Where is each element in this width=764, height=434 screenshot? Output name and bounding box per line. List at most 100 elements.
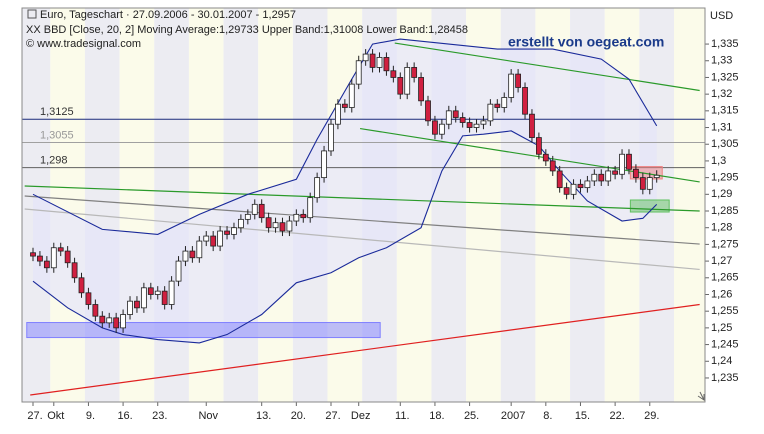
- y-tick-label: 1,31: [711, 121, 732, 133]
- y-tick-label: 1,275: [711, 238, 739, 250]
- trend-line: [30, 303, 700, 396]
- candle-body: [175, 260, 182, 282]
- candle-body: [293, 213, 300, 222]
- candle-body: [258, 203, 265, 219]
- week-stripe: [50, 8, 85, 402]
- trend-line: [24, 195, 700, 245]
- candle-body: [134, 300, 140, 309]
- source: © www.tradesignal.com: [26, 38, 141, 50]
- candle-body: [210, 235, 217, 247]
- candle-body: [328, 123, 334, 152]
- candle-body: [237, 218, 244, 229]
- subtitle: XX BBD [Close, 20, 2] Moving Average:1,2…: [26, 24, 468, 36]
- candle-body: [300, 213, 307, 219]
- candle-body: [182, 250, 189, 262]
- trend-line: [24, 208, 700, 271]
- y-tick-label: 1,24: [711, 355, 732, 367]
- y-tick-label: 1,33: [711, 55, 732, 67]
- candle-body: [411, 67, 418, 78]
- level-label: 1,3055: [40, 129, 74, 141]
- candle-body: [78, 277, 85, 294]
- candle-body: [466, 122, 473, 128]
- candle-body: [508, 73, 515, 98]
- candle-body: [535, 137, 542, 155]
- x-tick-label: Dez: [351, 410, 371, 422]
- candle-body: [154, 290, 161, 295]
- candle-body: [307, 197, 314, 219]
- candle-body: [71, 262, 78, 279]
- chart-title: Euro, Tageschart · 27.09.2006 - 30.01.20…: [40, 9, 296, 21]
- candle-body: [390, 70, 397, 78]
- candle-body: [43, 260, 50, 269]
- candle-body: [279, 222, 286, 232]
- x-tick-label: 9.: [86, 410, 95, 422]
- candle-body: [147, 287, 154, 295]
- candle-body: [480, 120, 487, 125]
- candle-body: [265, 217, 272, 229]
- candle-body: [272, 222, 279, 229]
- x-tick-label: 20.: [291, 410, 306, 422]
- y-tick-label: 1,28: [711, 222, 732, 234]
- icon: [27, 9, 37, 19]
- candle-body: [37, 255, 43, 262]
- candle-body: [341, 103, 348, 108]
- candle-body: [646, 177, 653, 190]
- candle-body: [563, 187, 570, 195]
- y-tick-label: 1,29: [711, 188, 732, 200]
- candle-body: [522, 87, 528, 115]
- candle-body: [376, 57, 383, 68]
- candle-body: [494, 103, 501, 108]
- candle-body: [321, 150, 327, 179]
- x-tick-label: 15.: [575, 410, 590, 422]
- band-fill: [33, 39, 657, 343]
- x-tick-label: 16.: [117, 410, 132, 422]
- x-tick-label: Nov: [198, 410, 218, 422]
- candle-body: [355, 60, 362, 85]
- candle-body: [459, 117, 466, 123]
- bollinger-band: [32, 130, 658, 344]
- level-label: 1,3125: [40, 106, 74, 118]
- candle-body: [633, 168, 639, 179]
- y-tick-label: 1,25: [711, 322, 732, 334]
- candle-body: [140, 287, 147, 309]
- candle-body: [120, 314, 126, 329]
- x-tick-label: 13.: [256, 410, 271, 422]
- plot-area: 1,3125 1,3055 1,298: [22, 8, 709, 406]
- candle-body: [92, 304, 99, 317]
- candle-body: [85, 292, 92, 305]
- candle-body: [584, 180, 591, 189]
- candle-body: [626, 153, 632, 170]
- candle-body: [487, 103, 494, 122]
- candle-body: [404, 67, 411, 95]
- x-tick-label: 27.: [27, 410, 42, 422]
- x-tick-label: 18.: [429, 410, 444, 422]
- y-tick-label: 1,305: [711, 138, 739, 150]
- plot-frame: [21, 7, 706, 403]
- y-tick-label: 1,315: [711, 105, 739, 117]
- candle-body: [348, 83, 355, 108]
- candle-body: [653, 174, 660, 179]
- bollinger-band: [32, 38, 658, 235]
- candle-body: [244, 213, 251, 220]
- candle-body: [196, 240, 203, 259]
- y-tick-label: 1,255: [711, 305, 739, 317]
- candle-body: [397, 77, 404, 95]
- candle-body: [362, 53, 369, 62]
- y-tick-label: 1,335: [711, 38, 739, 50]
- x-tick-label: 23.: [152, 410, 167, 422]
- candle-body: [612, 170, 619, 175]
- y-tick-label: 1,265: [711, 272, 739, 284]
- candle-body: [605, 170, 612, 182]
- candle-body: [383, 57, 390, 72]
- candle-body: [314, 177, 321, 199]
- candle-body: [591, 173, 598, 182]
- candle-body: [106, 317, 113, 324]
- candle-body: [57, 247, 64, 252]
- y-tick-label: 1,3: [711, 155, 726, 167]
- y-tick-label: 1,245: [711, 338, 739, 350]
- candle-body: [30, 252, 36, 257]
- candle-body: [113, 317, 120, 329]
- candle-body: [217, 230, 224, 247]
- y-tick-label: 1,235: [711, 372, 739, 384]
